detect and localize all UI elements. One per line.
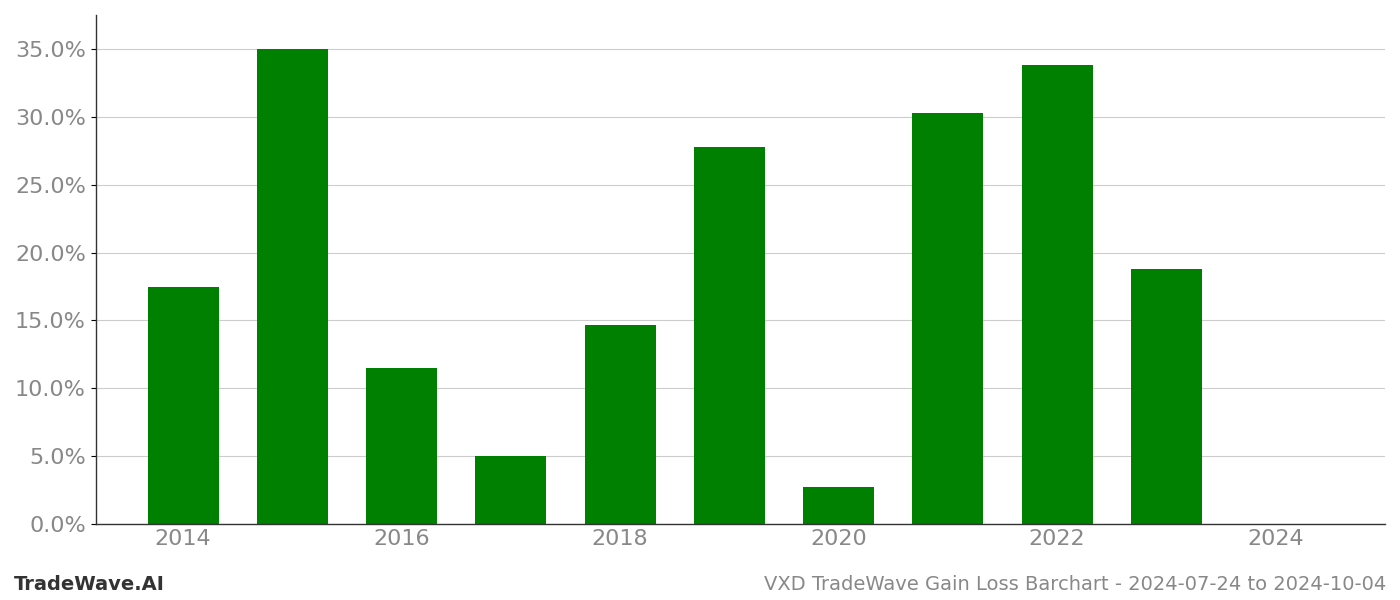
Bar xyxy=(476,456,546,524)
Text: TradeWave.AI: TradeWave.AI xyxy=(14,575,165,594)
Text: VXD TradeWave Gain Loss Barchart - 2024-07-24 to 2024-10-04: VXD TradeWave Gain Loss Barchart - 2024-… xyxy=(764,575,1386,594)
Bar xyxy=(1022,65,1092,524)
Bar xyxy=(365,368,437,524)
Bar xyxy=(694,146,764,524)
Bar xyxy=(147,287,218,524)
Bar xyxy=(256,49,328,524)
Bar xyxy=(913,113,983,524)
Bar xyxy=(1131,269,1203,524)
Bar xyxy=(585,325,655,524)
Bar xyxy=(804,487,874,524)
